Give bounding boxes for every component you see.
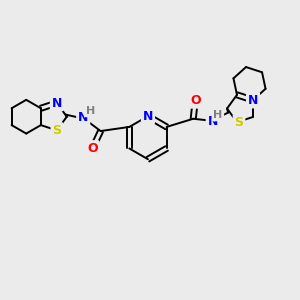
Text: N: N <box>78 111 88 124</box>
Text: H: H <box>86 106 95 116</box>
Text: S: S <box>235 116 244 129</box>
Text: O: O <box>87 142 98 155</box>
Text: N: N <box>248 94 258 106</box>
Text: H: H <box>213 110 223 120</box>
Text: O: O <box>190 94 201 107</box>
Text: N: N <box>208 115 218 128</box>
Text: N: N <box>52 97 62 110</box>
Text: N: N <box>143 110 153 123</box>
Text: S: S <box>52 124 62 137</box>
